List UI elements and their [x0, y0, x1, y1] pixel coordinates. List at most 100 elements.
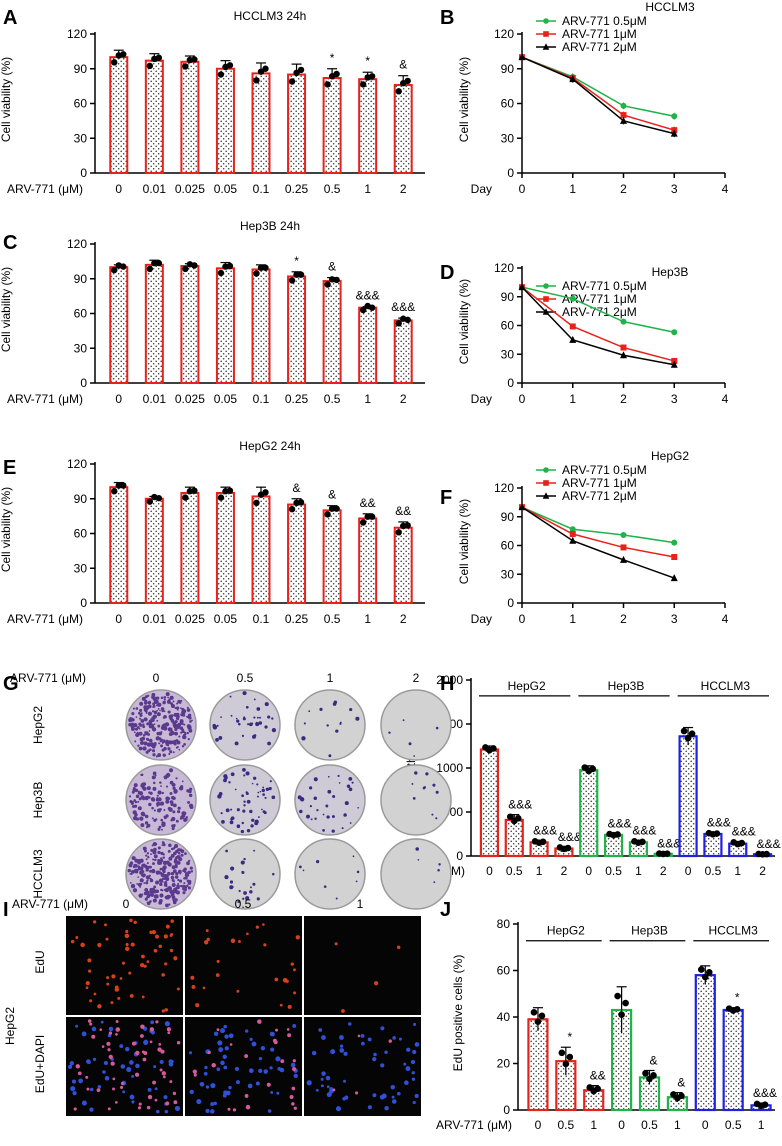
dapi-nucleus	[129, 1094, 135, 1100]
chart-title: HCCLM3 24h	[234, 9, 307, 23]
colony	[132, 707, 135, 710]
group-label: HCCLM3	[701, 679, 751, 693]
dapi-nucleus	[372, 1093, 377, 1098]
y-tick-label: 30	[74, 561, 88, 575]
dapi-nucleus	[320, 1084, 324, 1088]
data-point	[680, 727, 688, 735]
culture-plate	[380, 689, 452, 761]
colony	[157, 753, 162, 758]
dapi-nucleus	[384, 1105, 389, 1111]
culture-plate	[209, 689, 281, 761]
x-tick-label: 0	[115, 182, 122, 196]
x-tick-label: 0.5	[324, 392, 341, 406]
dapi-nucleus	[398, 1037, 402, 1041]
colony	[153, 723, 156, 725]
colony	[221, 819, 225, 824]
colony	[167, 797, 171, 800]
colony	[332, 702, 337, 706]
dapi-nucleus	[217, 1040, 223, 1046]
colony	[147, 700, 152, 705]
x-tick-label: 0	[519, 392, 526, 406]
colony	[139, 816, 144, 821]
colony	[154, 858, 157, 862]
data-point	[558, 1049, 566, 1057]
colony	[188, 793, 193, 798]
bar	[527, 1018, 549, 1112]
y-axis-label: Cell viability (%)	[0, 267, 13, 352]
edu-nucleus	[396, 945, 401, 949]
edu-nucleus	[291, 1086, 296, 1091]
colony	[180, 726, 184, 729]
colony	[160, 857, 163, 860]
dapi-nucleus	[293, 1073, 298, 1079]
y-tick-label: 30	[74, 341, 88, 355]
x-axis-label: ARV-771 (μM)	[7, 182, 83, 196]
data-point	[324, 81, 331, 88]
edu-nucleus	[85, 986, 89, 990]
x-tick-label: 1	[569, 612, 576, 626]
dapi-nucleus	[270, 1047, 275, 1052]
marker-triangle	[518, 283, 526, 291]
dapi-nucleus	[326, 1085, 330, 1089]
edu-nucleus	[105, 937, 109, 941]
colony	[229, 880, 234, 884]
edu-cell-line-label: HepG2	[3, 1007, 17, 1045]
colony	[236, 808, 240, 812]
colony	[144, 695, 148, 699]
colony	[159, 867, 163, 871]
data-point	[217, 71, 225, 78]
colony	[339, 722, 342, 725]
data-point	[404, 77, 411, 85]
data-point	[155, 54, 163, 61]
colony	[156, 797, 159, 799]
x-axis-label: ARV-771 (μM)	[7, 392, 83, 406]
colony	[160, 744, 164, 748]
edu-nucleus	[141, 995, 145, 999]
x-tick-label: 1	[536, 864, 543, 878]
colony	[253, 698, 256, 701]
dapi-nucleus	[89, 1107, 94, 1112]
colony	[137, 800, 140, 803]
micrographs-layer: ARV-771 (μM) 0 0.5 1 2HepG2Hep3BHCCLM3ARV-77…	[3, 671, 452, 1116]
dapi-nucleus	[131, 1074, 135, 1078]
dapi-nucleus	[360, 1041, 365, 1046]
x-tick-label: 2	[561, 864, 568, 878]
colony	[412, 796, 416, 800]
colony	[261, 788, 265, 793]
colony	[137, 866, 142, 871]
bar	[215, 491, 235, 605]
colony	[135, 817, 140, 821]
colony	[144, 814, 149, 819]
legend-label: ARV-771 0.5μM	[562, 14, 647, 28]
dapi-nucleus	[129, 1060, 134, 1065]
edu-nucleus	[117, 996, 121, 1000]
data-point	[639, 838, 646, 846]
data-point	[539, 838, 547, 846]
colony	[143, 707, 148, 712]
colony	[245, 792, 249, 796]
colony	[161, 821, 165, 825]
colony	[155, 889, 160, 894]
dapi-nucleus	[306, 1080, 312, 1086]
micrograph	[66, 916, 183, 1015]
colony	[148, 802, 152, 807]
x-tick-label: 0	[486, 864, 493, 878]
edu-nucleus	[86, 1087, 90, 1091]
data-point	[490, 745, 497, 752]
y-tick-label: 90	[74, 492, 88, 506]
colony	[435, 817, 438, 820]
colony	[153, 894, 158, 899]
edu-nucleus	[155, 1020, 159, 1024]
colony	[331, 829, 335, 833]
colony	[152, 786, 157, 791]
dapi-nucleus	[150, 1020, 155, 1025]
colony	[242, 767, 246, 772]
data-point	[538, 1012, 546, 1020]
colony	[172, 810, 176, 814]
data-point	[120, 482, 127, 489]
dapi-nucleus	[86, 1059, 91, 1064]
x-tick-label: 1	[590, 1118, 597, 1132]
dapi-nucleus	[348, 1022, 352, 1026]
colony	[250, 824, 254, 828]
edu-nucleus	[85, 981, 90, 986]
